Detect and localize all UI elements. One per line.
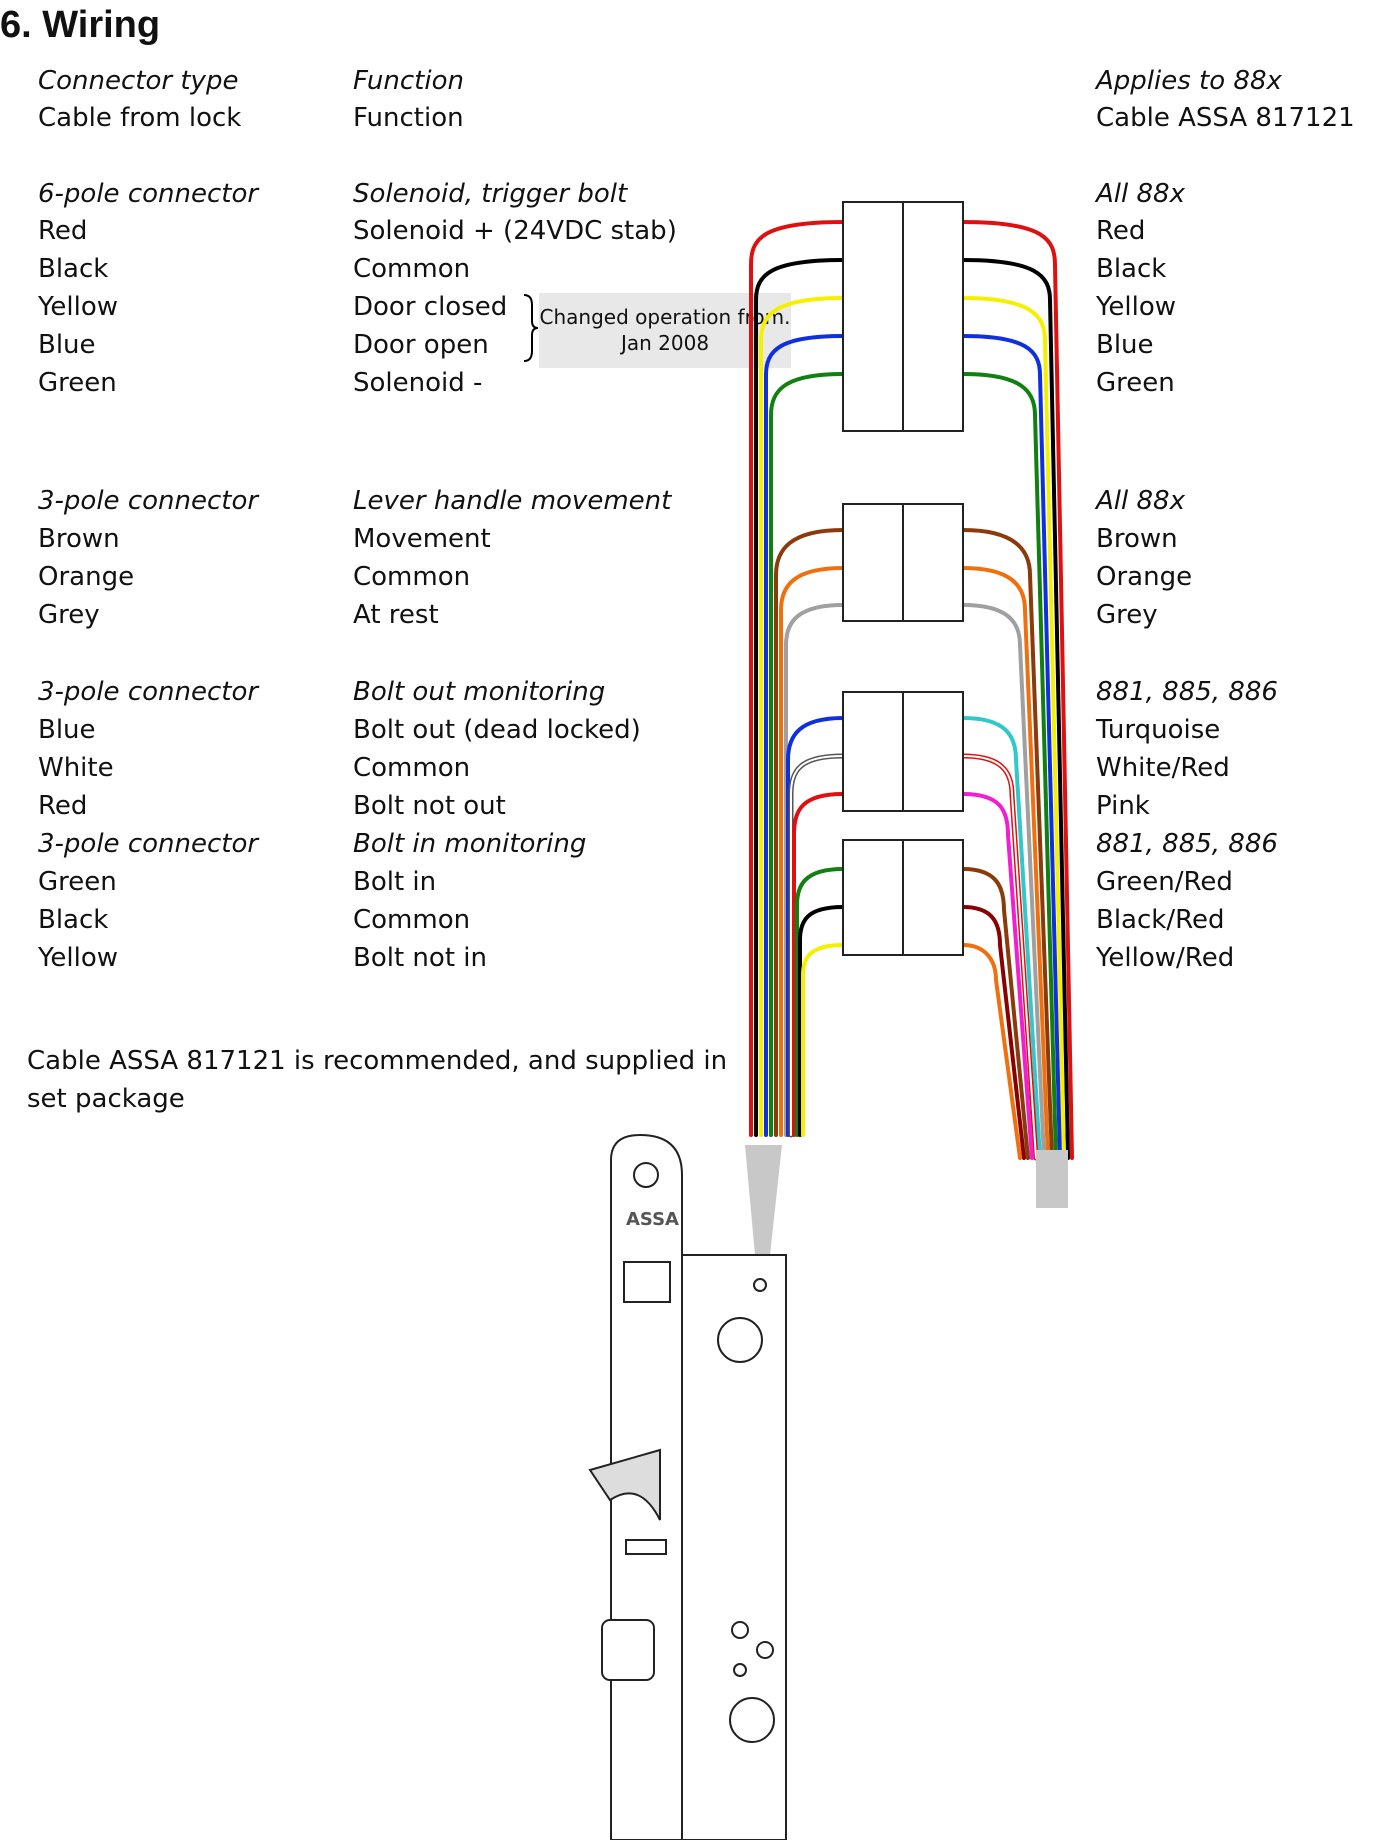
group-applies: All 88x — [1096, 179, 1185, 209]
left-wire-yellow — [759, 296, 845, 1137]
left-wire-blue — [764, 334, 845, 1137]
function-label: Movement — [353, 524, 491, 554]
cable-wire-label: Grey — [1096, 600, 1158, 630]
group-applies: All 88x — [1096, 486, 1185, 516]
function-label: Common — [353, 254, 471, 284]
function-label: Common — [353, 905, 471, 935]
header-function-italic: Function — [353, 66, 464, 96]
right-wire-blue — [961, 334, 1062, 1160]
cable-wire-label: Yellow/Red — [1096, 943, 1235, 973]
cable-wire-label: Yellow — [1096, 292, 1177, 322]
group-connector: 3-pole connector — [38, 829, 259, 859]
cable-wire-label: Pink — [1096, 791, 1150, 821]
lock-wire-label: Black — [38, 905, 109, 935]
lock-wire-label: Yellow — [38, 292, 119, 322]
cable-sleeve-cable — [1036, 1150, 1068, 1208]
cable-wire-label: Brown — [1096, 524, 1178, 554]
cable-wire-label: Green/Red — [1096, 867, 1233, 897]
right-wire-green-red — [961, 867, 1030, 1160]
function-label: Door open — [353, 330, 489, 360]
right-wire-black-red — [961, 905, 1026, 1160]
lock-wire-label: Green — [38, 867, 117, 897]
lock-wire-label: Red — [38, 216, 88, 246]
function-label: Solenoid + (24VDC stab) — [353, 216, 677, 246]
left-wire-blue-2 — [786, 716, 845, 1137]
cable-wire-label: Turquoise — [1096, 715, 1221, 745]
function-label: Door closed — [353, 292, 508, 322]
cable-wire-label: Red — [1096, 216, 1146, 246]
left-wire-brown — [774, 528, 845, 1137]
header-cable-from-lock: Cable from lock — [38, 103, 242, 133]
page-title: 6. Wiring — [0, 4, 161, 46]
cable-wire-label: Orange — [1096, 562, 1193, 592]
function-label: Solenoid - — [353, 368, 483, 398]
cable-wire-label: Black/Red — [1096, 905, 1225, 935]
lock-wire-label: Black — [38, 254, 109, 284]
lock-wire-label: Red — [38, 791, 88, 821]
function-label: Bolt in — [353, 867, 437, 897]
left-wire-grey — [784, 603, 845, 1137]
group-function: Solenoid, trigger bolt — [353, 179, 628, 209]
lock-wire-label: Green — [38, 368, 117, 398]
function-label: Bolt not out — [353, 791, 506, 821]
group-function: Bolt in monitoring — [353, 829, 587, 859]
left-wire-red-2 — [792, 792, 845, 1137]
lock-wire-label: Grey — [38, 600, 100, 630]
left-wire-green — [769, 372, 845, 1137]
group-connector: 3-pole connector — [38, 677, 259, 707]
header-connector-type: Connector type — [38, 66, 239, 96]
function-label: Bolt not in — [353, 943, 487, 973]
cable-wire-label: White/Red — [1096, 753, 1230, 783]
right-wire-pink — [961, 792, 1034, 1160]
lock-icon — [588, 1133, 787, 1840]
left-wire-yellow-2 — [801, 943, 845, 1137]
cable-wire-label: Green — [1096, 368, 1175, 398]
cable-note: Cable ASSA 817121 is recommended, and su… — [27, 1046, 728, 1114]
cable-sleeve-lock — [745, 1145, 782, 1255]
lock-brand: ASSA — [626, 1209, 679, 1230]
group-connector: 3-pole connector — [38, 486, 259, 516]
right-wire-brown — [961, 528, 1054, 1160]
right-wire-yellow-red — [961, 943, 1022, 1160]
function-label: Common — [353, 753, 471, 783]
group-function: Lever handle movement — [353, 486, 672, 516]
group-connector: 6-pole connector — [38, 179, 259, 209]
function-label: At rest — [353, 600, 439, 630]
function-label: Common — [353, 562, 471, 592]
group-applies: 881, 885, 886 — [1096, 677, 1278, 707]
left-wire-red — [749, 220, 845, 1137]
function-label: Bolt out (dead locked) — [353, 715, 641, 745]
brace-icon — [523, 294, 539, 362]
right-wire-orange — [961, 566, 1050, 1160]
cable-wire-label: Black — [1096, 254, 1167, 284]
lock-wire-label: Blue — [38, 330, 96, 360]
left-wire-black — [754, 258, 845, 1137]
left-wire-green-2 — [795, 867, 845, 1137]
right-wire-black — [961, 258, 1070, 1160]
header-cable-assa: Cable ASSA 817121 — [1096, 103, 1355, 133]
left-wire-orange — [779, 566, 845, 1137]
group-function: Bolt out monitoring — [353, 677, 606, 707]
header-applies-to: Applies to 88x — [1096, 66, 1282, 96]
header-function: Function — [353, 103, 464, 133]
lock-wire-label: White — [38, 753, 114, 783]
lock-wire-label: Blue — [38, 715, 96, 745]
lock-wire-label: Orange — [38, 562, 135, 592]
right-wire-grey — [961, 603, 1046, 1160]
right-wire-turquoise — [961, 716, 1042, 1160]
lock-wire-label: Yellow — [38, 943, 119, 973]
cable-wire-label: Blue — [1096, 330, 1154, 360]
right-wire-yellow — [961, 296, 1066, 1160]
lock-wire-label: Brown — [38, 524, 120, 554]
left-wire-black-2 — [798, 905, 845, 1137]
right-wire-green — [961, 372, 1058, 1160]
group-applies: 881, 885, 886 — [1096, 829, 1278, 859]
right-wire-red — [961, 220, 1074, 1160]
